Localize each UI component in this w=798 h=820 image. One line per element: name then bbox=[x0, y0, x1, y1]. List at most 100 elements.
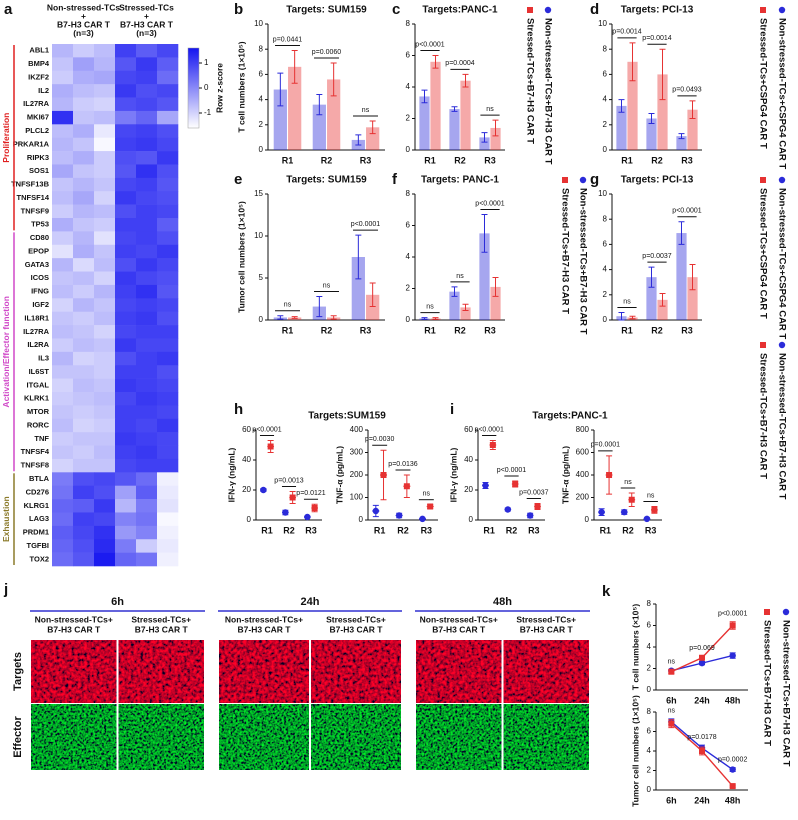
chart-title: Targets: SUM159 bbox=[286, 5, 367, 16]
x-tick-label: R1 bbox=[282, 325, 294, 335]
y-axis-label: IFN-γ (ng/mL) bbox=[226, 447, 236, 502]
heatmap-cell bbox=[115, 472, 137, 486]
bar bbox=[479, 137, 490, 150]
error-bar bbox=[396, 512, 403, 519]
heatmap-cell bbox=[157, 284, 179, 299]
column-header: B7-H3 CAR T bbox=[57, 19, 111, 29]
heatmap-cell bbox=[157, 298, 179, 312]
error-bar bbox=[355, 134, 362, 146]
gene-label: IFNG bbox=[31, 287, 49, 296]
x-tick-label: R1 bbox=[483, 525, 495, 535]
error-bar bbox=[527, 512, 534, 519]
heatmap-cell bbox=[157, 485, 179, 500]
heatmap-cell bbox=[115, 284, 137, 299]
heatmap-cell bbox=[136, 552, 158, 567]
error-bar bbox=[481, 132, 488, 143]
p-value: ns bbox=[623, 298, 631, 305]
heatmap-cell bbox=[52, 525, 74, 540]
x-tick-label: R1 bbox=[600, 525, 612, 535]
p-value: p=0.0136 bbox=[388, 461, 417, 468]
gene-label: CD80 bbox=[30, 233, 49, 242]
heatmap-cell bbox=[52, 432, 74, 446]
heatmap-cell bbox=[73, 485, 95, 500]
marker bbox=[729, 766, 736, 773]
heatmap-cell bbox=[94, 231, 116, 246]
condition-label: Stressed-TCs+ bbox=[326, 614, 386, 624]
heatmap-cell bbox=[136, 244, 158, 259]
p-value: p=0.0441 bbox=[273, 36, 302, 43]
heatmap-cell bbox=[94, 445, 116, 460]
x-tick-label: R2 bbox=[651, 325, 663, 335]
heatmap-cell bbox=[115, 338, 137, 353]
heatmap-cell bbox=[73, 70, 95, 85]
marker bbox=[668, 720, 675, 727]
heatmap-cell bbox=[94, 84, 116, 98]
heatmap-cell bbox=[136, 338, 158, 353]
heatmap-cell bbox=[136, 151, 158, 165]
targets-image bbox=[416, 640, 502, 703]
heatmap-cell bbox=[52, 110, 74, 125]
heatmap-cell bbox=[157, 124, 179, 138]
heatmap-cell bbox=[157, 231, 179, 246]
heatmap-cell bbox=[157, 472, 179, 486]
bar bbox=[490, 286, 501, 320]
heatmap-cell bbox=[94, 271, 116, 286]
x-tick-label: R1 bbox=[621, 325, 633, 335]
panel-label: d bbox=[590, 1, 599, 18]
heatmap-cell bbox=[52, 405, 74, 420]
gene-label: EPOP bbox=[28, 246, 49, 255]
heatmap-cell bbox=[136, 418, 158, 433]
y-tick-label: 400 bbox=[350, 425, 364, 434]
heatmap-cell bbox=[157, 499, 179, 513]
y-tick-label: 0 bbox=[647, 785, 652, 794]
y-tick-label: 0 bbox=[406, 145, 411, 154]
x-tick-label: R3 bbox=[360, 155, 372, 165]
error-bar bbox=[304, 515, 311, 519]
gene-label: RIPK3 bbox=[27, 153, 49, 162]
y-tick-label: 300 bbox=[350, 448, 364, 457]
error-bar bbox=[419, 517, 426, 521]
heatmap-cell bbox=[136, 110, 158, 125]
heatmap-cell bbox=[73, 191, 95, 205]
heatmap-cell bbox=[73, 311, 95, 326]
y-tick-label: 4 bbox=[406, 82, 411, 91]
heatmap-cell bbox=[157, 325, 179, 339]
p-value: p<0.0001 bbox=[718, 611, 747, 618]
marker bbox=[764, 609, 770, 615]
heatmap-cell bbox=[94, 472, 116, 486]
heatmap-cell bbox=[157, 432, 179, 446]
x-tick-label: R2 bbox=[454, 155, 466, 165]
heatmap-cell bbox=[136, 432, 158, 446]
gene-label: PRDM1 bbox=[23, 528, 49, 537]
row-label: Effector bbox=[12, 716, 24, 758]
error-bar bbox=[618, 99, 625, 113]
heatmap-cell bbox=[94, 432, 116, 446]
heatmap-cell bbox=[73, 405, 95, 420]
heatmap-cell bbox=[115, 552, 137, 567]
heatmap-cell bbox=[73, 97, 95, 112]
heatmap-cell bbox=[94, 177, 116, 192]
bar bbox=[273, 89, 287, 150]
heatmap-cell bbox=[52, 258, 74, 272]
panel-label: c bbox=[392, 1, 400, 18]
heatmap-cell bbox=[94, 325, 116, 339]
y-tick-label: 0 bbox=[585, 515, 590, 524]
heatmap-cell bbox=[73, 204, 95, 219]
gene-label: TP53 bbox=[31, 220, 49, 229]
condition-label: Stressed-TCs+ bbox=[516, 614, 576, 624]
heatmap-cell bbox=[115, 97, 137, 112]
bar bbox=[449, 109, 460, 150]
heatmap-cell bbox=[94, 284, 116, 299]
heatmap-cell bbox=[136, 97, 158, 112]
heatmap-cell bbox=[52, 271, 74, 286]
heatmap-cell bbox=[157, 351, 179, 366]
gene-label: ABL1 bbox=[29, 46, 49, 55]
error-bar bbox=[282, 509, 289, 516]
gene-label: GATA3 bbox=[25, 260, 49, 269]
heatmap-cell bbox=[136, 44, 158, 58]
heatmap-cell bbox=[136, 311, 158, 326]
heatmap-cell bbox=[73, 110, 95, 125]
error-bar bbox=[403, 474, 410, 498]
gene-label: MTOR bbox=[27, 407, 50, 416]
bar bbox=[687, 277, 698, 320]
